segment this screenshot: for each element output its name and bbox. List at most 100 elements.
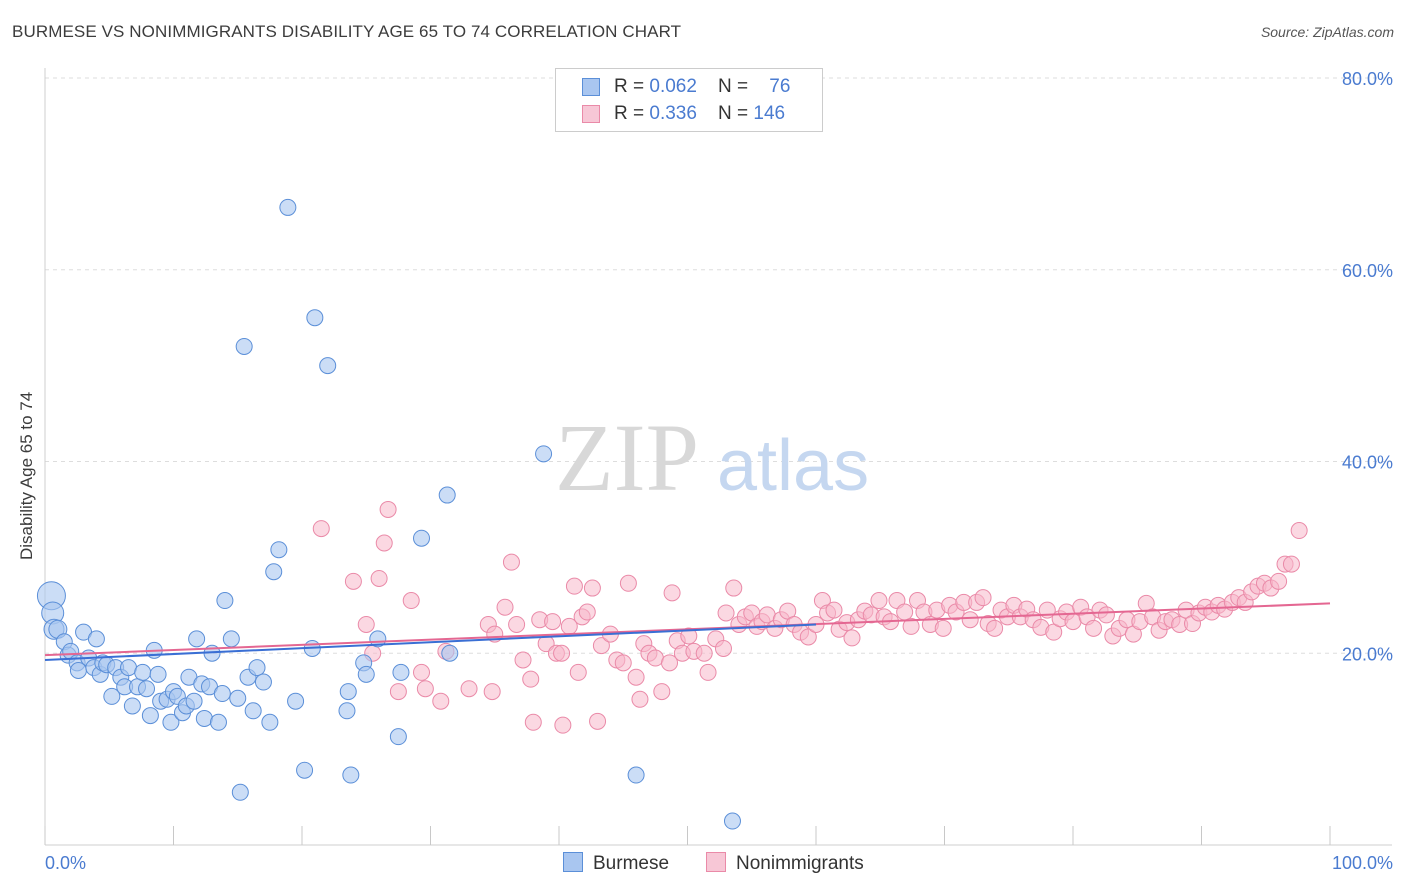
- point-burmese: [149, 665, 167, 683]
- point-burmese: [123, 697, 141, 715]
- point-nonimmigrants: [522, 670, 540, 688]
- point-nonimmigrants: [961, 611, 979, 629]
- point-burmese: [231, 783, 249, 801]
- point-nonimmigrants: [646, 649, 664, 667]
- point-nonimmigrants: [514, 651, 532, 669]
- point-nonimmigrants: [460, 680, 478, 698]
- bottom-legend-swatch-nonimmigrants: [706, 852, 726, 872]
- point-nonimmigrants: [416, 680, 434, 698]
- point-nonimmigrants: [524, 713, 542, 731]
- axes: [44, 68, 1392, 846]
- point-nonimmigrants: [583, 579, 601, 597]
- point-nonimmigrants: [357, 615, 375, 633]
- point-burmese: [339, 683, 357, 701]
- point-nonimmigrants: [502, 553, 520, 571]
- point-nonimmigrants: [1282, 555, 1300, 573]
- legend-n-value-burmese: 76: [769, 76, 791, 97]
- legend-n-label: N =: [718, 76, 754, 97]
- x-tick-label: 0.0%: [45, 853, 86, 873]
- point-nonimmigrants: [578, 603, 596, 621]
- point-nonimmigrants: [402, 592, 420, 610]
- point-nonimmigrants: [717, 604, 735, 622]
- point-burmese: [248, 659, 266, 677]
- point-nonimmigrants: [432, 692, 450, 710]
- point-nonimmigrants: [483, 683, 501, 701]
- point-nonimmigrants: [631, 690, 649, 708]
- point-nonimmigrants: [553, 644, 571, 662]
- legend-r-label: R =: [614, 103, 650, 124]
- point-burmese: [141, 707, 159, 725]
- point-burmese: [279, 198, 297, 216]
- tick-labels: 20.0% 40.0% 60.0% 80.0% 0.0% 100.0%: [45, 69, 1393, 873]
- point-nonimmigrants: [870, 592, 888, 610]
- watermark-zip: ZIP: [555, 404, 699, 511]
- point-burmese: [338, 702, 356, 720]
- point-nonimmigrants: [413, 663, 431, 681]
- watermark: ZIP atlas: [555, 404, 869, 511]
- correlation-legend: R = 0.062 N = 76 R = 0.336 N = 146: [555, 68, 823, 132]
- series-nonimmigrants: [312, 500, 1308, 734]
- point-nonimmigrants: [508, 615, 526, 633]
- point-nonimmigrants: [1064, 613, 1082, 631]
- point-nonimmigrants: [695, 644, 713, 662]
- point-nonimmigrants: [312, 520, 330, 538]
- y-tick-label: 60.0%: [1342, 261, 1393, 281]
- bottom-legend-nonimmigrants: Nonimmigrants: [706, 852, 864, 875]
- bottom-legend-label-nonimmigrants: Nonimmigrants: [736, 853, 864, 874]
- point-nonimmigrants: [699, 663, 717, 681]
- point-nonimmigrants: [934, 619, 952, 637]
- point-nonimmigrants: [653, 683, 671, 701]
- point-burmese: [287, 692, 305, 710]
- point-burmese: [270, 541, 288, 559]
- point-nonimmigrants: [896, 603, 914, 621]
- point-nonimmigrants: [379, 500, 397, 518]
- y-tick-label: 40.0%: [1342, 453, 1393, 473]
- point-burmese: [162, 713, 180, 731]
- point-nonimmigrants: [496, 598, 514, 616]
- point-burmese: [235, 337, 253, 355]
- y-tick-label: 80.0%: [1342, 69, 1393, 89]
- point-burmese: [188, 630, 206, 648]
- point-nonimmigrants: [714, 639, 732, 657]
- legend-swatch-nonimmigrants: [582, 105, 600, 123]
- point-burmese: [627, 766, 645, 784]
- point-nonimmigrants: [592, 637, 610, 655]
- legend-r-label: R =: [614, 76, 650, 97]
- point-burmese: [222, 630, 240, 648]
- trendline-burmese: [44, 623, 817, 661]
- point-burmese: [209, 713, 227, 731]
- point-burmese: [392, 663, 410, 681]
- x-tick-label: 100.0%: [1332, 853, 1393, 873]
- chart-title: BURMESE VS NONIMMIGRANTS DISABILITY AGE …: [12, 22, 682, 41]
- point-nonimmigrants: [614, 654, 632, 672]
- point-nonimmigrants: [589, 712, 607, 730]
- point-burmese: [254, 673, 272, 691]
- point-burmese: [229, 689, 247, 707]
- point-burmese: [213, 685, 231, 703]
- point-nonimmigrants: [799, 628, 817, 646]
- point-nonimmigrants: [986, 619, 1004, 637]
- legend-swatch-burmese: [582, 78, 600, 96]
- legend-n-value-nonimmigrants: 146: [753, 103, 786, 124]
- point-burmese: [134, 663, 152, 681]
- source-label: Source: ZipAtlas.com: [1260, 24, 1394, 40]
- point-nonimmigrants: [974, 589, 992, 607]
- point-burmese: [723, 812, 741, 830]
- point-burmese: [87, 630, 105, 648]
- point-burmese: [216, 592, 234, 610]
- point-nonimmigrants: [569, 663, 587, 681]
- point-burmese: [319, 357, 337, 375]
- point-burmese: [535, 445, 553, 463]
- bottom-legend-swatch-burmese: [563, 852, 583, 872]
- point-burmese: [306, 309, 324, 327]
- point-nonimmigrants: [1270, 572, 1288, 590]
- point-nonimmigrants: [725, 579, 743, 597]
- trendline-nonimmigrants: [44, 602, 1331, 657]
- point-burmese: [244, 702, 262, 720]
- point-nonimmigrants: [902, 617, 920, 635]
- point-burmese: [413, 529, 431, 547]
- series-burmese: [36, 198, 741, 830]
- point-nonimmigrants: [375, 534, 393, 552]
- point-burmese: [296, 761, 314, 779]
